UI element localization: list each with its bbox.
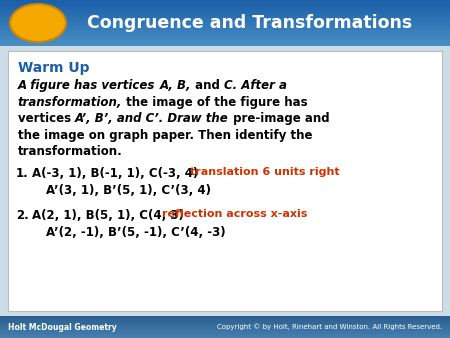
Bar [0,337,450,338]
Bar [0,319,450,320]
Text: and: and [191,79,224,92]
Bar [0,35,450,37]
Bar [0,21,450,22]
Text: A’(2, -1), B’(5, -1), C’(4, -3): A’(2, -1), B’(5, -1), C’(4, -3) [46,226,225,239]
Text: 2.: 2. [16,209,29,222]
Bar [0,331,450,332]
Bar [0,34,450,35]
Bar [0,40,450,41]
Text: pre-image and: pre-image and [229,112,329,125]
Text: the image on graph paper. Then identify the: the image on graph paper. Then identify … [18,129,312,142]
Text: A, B,: A, B, [159,79,191,92]
Text: transformation.: transformation. [18,145,123,158]
Bar [0,29,450,30]
Bar [0,3,450,5]
Bar [0,333,450,334]
Text: Copyright © by Holt, Rinehart and Winston. All Rights Reserved.: Copyright © by Holt, Rinehart and Winsto… [217,324,442,330]
Bar [0,30,450,31]
Bar [0,320,450,321]
Bar [0,316,450,317]
Text: Warm Up: Warm Up [18,61,90,75]
Text: transformation,: transformation, [18,96,122,108]
Bar [0,323,450,324]
Bar [8,51,442,311]
Bar [0,5,450,6]
Bar [0,326,450,327]
Bar [0,22,450,23]
Bar [0,0,450,1]
Bar [0,18,450,20]
Bar [0,330,450,331]
Bar [0,39,450,40]
Bar [0,9,450,10]
Bar [0,38,450,39]
Bar [0,334,450,335]
Bar [0,33,450,34]
Text: A(2, 1), B(5, 1), C(4, 3): A(2, 1), B(5, 1), C(4, 3) [32,209,184,222]
Bar [0,335,450,336]
Bar [0,31,450,32]
Bar [0,25,450,26]
Bar [0,6,450,7]
Bar [0,324,450,325]
Bar [0,322,450,323]
Bar [0,43,450,44]
Bar [0,44,450,45]
Bar [0,325,450,326]
Text: the image of the figure has: the image of the figure has [122,96,308,108]
Bar [0,45,450,46]
Text: A’(3, 1), B’(5, 1), C’(3, 4): A’(3, 1), B’(5, 1), C’(3, 4) [46,184,211,197]
Bar [0,14,450,15]
Bar [0,37,450,38]
Bar [0,15,450,16]
Bar [0,329,450,330]
Bar [0,327,450,328]
Ellipse shape [10,4,66,42]
Bar [0,318,450,319]
Text: A(-3, 1), B(-1, 1), C(-3, 4): A(-3, 1), B(-1, 1), C(-3, 4) [32,167,198,179]
Bar [0,317,450,318]
Text: A figure has vertices: A figure has vertices [18,79,159,92]
Bar [0,23,450,24]
Bar [0,26,450,28]
Bar [0,8,450,9]
Text: vertices: vertices [18,112,75,125]
Bar [0,17,450,18]
Bar [0,13,450,14]
Text: translation 6 units right: translation 6 units right [190,167,340,176]
Text: Holt McDougal Geometry: Holt McDougal Geometry [8,322,117,332]
Text: 1.: 1. [16,167,29,179]
Bar [0,24,450,25]
Bar [0,1,450,2]
Bar [0,20,450,21]
Bar [0,11,450,13]
Text: reflection across x-axis: reflection across x-axis [162,209,307,219]
Bar [0,332,450,333]
Bar [0,7,450,8]
Bar [0,28,450,29]
Text: C. After a: C. After a [224,79,287,92]
Bar [0,41,450,43]
Text: A’, B’, and C’. Draw the: A’, B’, and C’. Draw the [75,112,229,125]
Bar [0,2,450,3]
Bar [0,328,450,329]
Bar [0,336,450,337]
Bar [0,16,450,17]
Text: Congruence and Transformations: Congruence and Transformations [87,14,413,32]
Bar [0,321,450,322]
Bar [0,10,450,11]
Bar [0,32,450,33]
